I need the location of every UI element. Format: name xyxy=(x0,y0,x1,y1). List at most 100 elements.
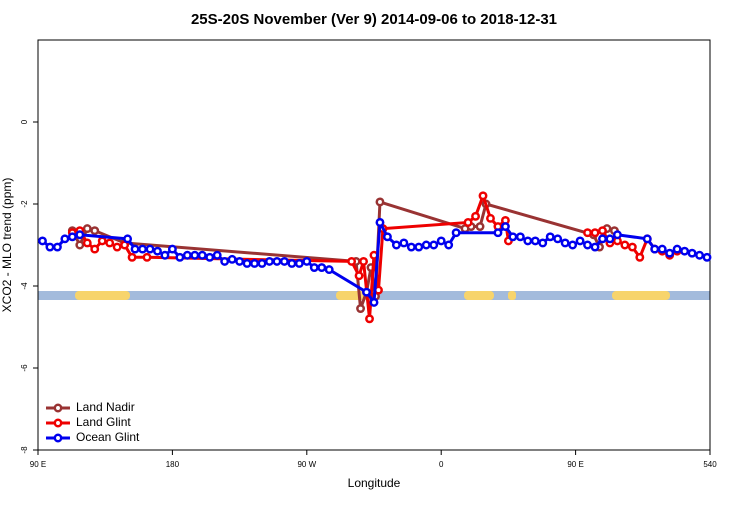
point xyxy=(635,252,645,262)
point xyxy=(38,236,47,246)
point xyxy=(545,232,555,242)
point xyxy=(612,230,622,240)
point xyxy=(375,197,385,207)
point xyxy=(242,259,252,268)
y-tick-label: -8 xyxy=(20,446,29,454)
point xyxy=(568,240,578,250)
point xyxy=(687,248,697,258)
point xyxy=(67,232,77,242)
point xyxy=(538,238,548,248)
point xyxy=(695,250,704,260)
point xyxy=(598,226,607,236)
point xyxy=(45,242,55,252)
point xyxy=(123,234,133,244)
point xyxy=(590,228,600,238)
point xyxy=(500,222,510,232)
x-tick-label: 540 xyxy=(703,460,717,469)
point xyxy=(560,238,570,248)
legend-label: Land Nadir xyxy=(76,400,135,414)
point xyxy=(205,252,215,262)
point xyxy=(142,252,152,262)
plot-frame xyxy=(37,39,711,451)
y-tick-label: -4 xyxy=(20,282,29,290)
legend-label: Land Glint xyxy=(76,415,131,429)
point xyxy=(197,250,207,260)
point xyxy=(75,240,85,250)
point xyxy=(508,232,518,242)
point xyxy=(52,242,62,252)
x-axis-label: Longitude xyxy=(348,476,401,490)
point xyxy=(130,244,140,254)
point xyxy=(421,240,431,250)
point xyxy=(235,256,245,266)
point xyxy=(471,211,480,221)
point xyxy=(672,244,682,254)
point xyxy=(175,252,185,262)
point xyxy=(369,297,379,307)
point xyxy=(257,259,267,268)
point xyxy=(553,234,563,244)
point xyxy=(583,240,592,250)
point xyxy=(265,256,274,266)
point xyxy=(153,246,162,256)
point xyxy=(620,240,630,250)
point xyxy=(362,287,371,297)
point xyxy=(190,250,200,260)
point xyxy=(227,254,237,264)
point xyxy=(138,244,147,254)
point xyxy=(75,230,85,240)
point xyxy=(97,236,107,246)
point xyxy=(356,304,366,313)
x-tick-label: 0 xyxy=(439,460,444,469)
point xyxy=(324,265,334,275)
point xyxy=(702,252,712,262)
point xyxy=(309,263,319,272)
point xyxy=(436,236,446,246)
point xyxy=(250,259,259,268)
point xyxy=(444,240,454,250)
point xyxy=(391,240,401,250)
point xyxy=(429,240,439,250)
point xyxy=(575,236,585,246)
point xyxy=(354,271,364,281)
point xyxy=(375,218,385,227)
point xyxy=(359,256,368,266)
point xyxy=(598,234,607,244)
legend-marker xyxy=(53,433,63,443)
point xyxy=(347,256,357,266)
x-tick-label: 90 W xyxy=(297,460,316,469)
point xyxy=(302,256,312,266)
point xyxy=(272,256,282,266)
point xyxy=(112,242,122,252)
point xyxy=(583,228,592,238)
point xyxy=(605,234,615,244)
point xyxy=(212,250,222,260)
legend-marker xyxy=(53,418,63,428)
point xyxy=(182,250,192,260)
point xyxy=(406,242,416,252)
point xyxy=(590,242,600,252)
point xyxy=(530,236,540,246)
point xyxy=(279,256,289,266)
point xyxy=(478,191,488,201)
legend-marker xyxy=(53,403,63,413)
point xyxy=(382,232,392,242)
point xyxy=(287,259,297,268)
point xyxy=(475,222,485,232)
point xyxy=(145,244,155,254)
point xyxy=(399,238,409,248)
point xyxy=(82,238,92,248)
point xyxy=(82,224,92,234)
point xyxy=(127,252,137,262)
point xyxy=(90,226,100,236)
point xyxy=(60,234,70,244)
point xyxy=(365,314,374,324)
chart-title: 25S-20S November (Ver 9) 2014-09-06 to 2… xyxy=(191,11,557,28)
point xyxy=(414,242,424,252)
point xyxy=(167,244,177,254)
x-tick-label: 90 E xyxy=(30,460,46,469)
point xyxy=(105,238,115,248)
point xyxy=(160,250,170,260)
point xyxy=(665,248,675,258)
